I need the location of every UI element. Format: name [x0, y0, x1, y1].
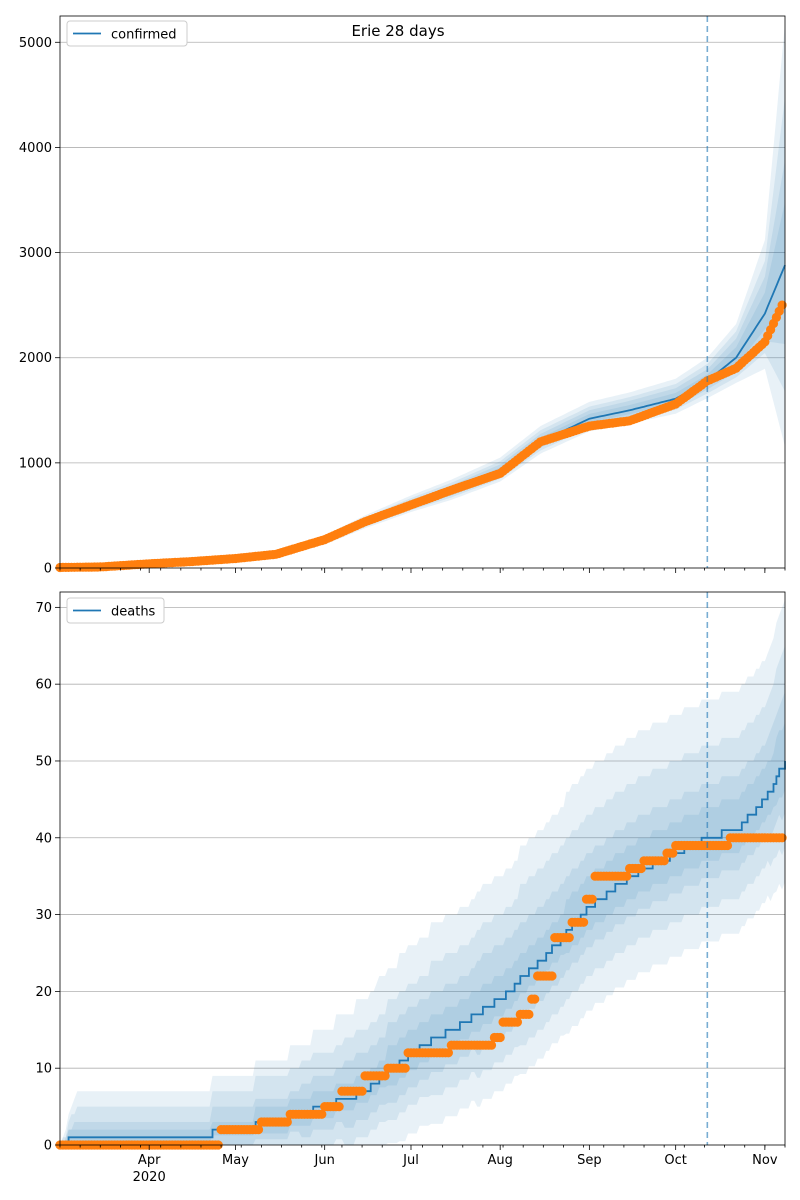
x-tick-label: Oct	[664, 1153, 686, 1168]
deaths-y-tick-label: 10	[35, 1062, 52, 1077]
confirmed-legend: confirmed	[66, 20, 188, 47]
deaths-observed-point	[587, 894, 597, 904]
deaths-observed-point	[777, 833, 787, 843]
confirmed-y-tick-label: 5000	[19, 36, 52, 51]
deaths-y-tick-label: 40	[35, 831, 52, 846]
deaths-observed-point	[547, 971, 557, 981]
deaths-gridlines	[60, 606, 785, 1069]
deaths-y-axis: 0 10 20 30 40 50 60 70	[35, 601, 60, 1154]
x-tick-year-label: 2020	[133, 1170, 166, 1185]
confirmed-gridlines	[60, 41, 785, 464]
deaths-observed-point	[282, 1117, 292, 1127]
deaths-observed-point	[722, 840, 733, 851]
confirmed-y-tick-label: 3000	[19, 246, 52, 261]
deaths-x-axis: Apr 2020 May Jun Jul Aug Sep Oct Nov	[59, 1145, 786, 1185]
deaths-observed-point	[530, 994, 540, 1004]
deaths-y-tick-label: 60	[35, 678, 52, 693]
x-tick-label: Aug	[487, 1153, 512, 1168]
deaths-observed-point	[622, 871, 632, 881]
confirmed-y-tick-label: 1000	[19, 456, 52, 471]
x-tick-label: Jun	[314, 1153, 335, 1168]
deaths-observed-point	[486, 1040, 497, 1050]
deaths-observed-point	[512, 1017, 523, 1027]
confirmed-y-tick-label: 0	[44, 562, 52, 577]
deaths-observed-point	[524, 1009, 534, 1020]
confirmed-observed-points	[55, 300, 787, 573]
deaths-observed-point	[443, 1048, 453, 1058]
deaths-legend-label: deaths	[111, 605, 156, 620]
x-tick-label: Nov	[752, 1153, 778, 1168]
deaths-legend: deaths	[66, 597, 165, 624]
x-tick-label: Apr	[138, 1153, 161, 1168]
confirmed-panel: 0 1000 2000 3000 4000 5000 Erie 28 days confi…	[19, 15, 787, 577]
deaths-panel: 0 10 20 30 40 50 60 70 Apr 2020 May Jun Jul Aug Sep Oc…	[35, 591, 787, 1185]
confirmed-x-axis	[59, 568, 786, 573]
confirmed-y-tick-label: 4000	[19, 141, 52, 156]
deaths-observed-point	[659, 856, 669, 866]
deaths-observed-point	[380, 1071, 390, 1081]
confirmed-y-tick-label: 2000	[19, 351, 52, 366]
deaths-uncertainty-band	[60, 722, 785, 1145]
deaths-observed-point	[636, 863, 646, 874]
confirmed-legend-box	[66, 20, 188, 47]
deaths-y-tick-label: 0	[44, 1139, 52, 1154]
chart-title: Erie 28 days	[351, 22, 444, 40]
deaths-observed-point	[579, 917, 589, 927]
deaths-y-tick-label: 50	[35, 754, 52, 769]
deaths-observed-point	[357, 1086, 367, 1096]
deaths-observed-point	[495, 1032, 505, 1043]
deaths-observed-point	[400, 1063, 410, 1073]
deaths-observed-point	[253, 1125, 264, 1135]
confirmed-y-axis: 0 1000 2000 3000 4000 5000	[19, 36, 60, 577]
deaths-y-tick-label: 20	[35, 985, 52, 1000]
x-tick-label: Sep	[577, 1153, 602, 1168]
x-tick-label: Jul	[402, 1153, 419, 1168]
x-tick-label: May	[222, 1153, 249, 1168]
deaths-observed-point	[334, 1102, 344, 1112]
deaths-y-tick-label: 30	[35, 908, 52, 923]
deaths-observed-point	[317, 1109, 327, 1119]
deaths-legend-box	[66, 597, 165, 624]
confirmed-legend-label: confirmed	[111, 28, 177, 43]
deaths-observed-point	[668, 848, 678, 858]
confirmed-observed-point	[777, 300, 787, 310]
deaths-observed-points	[55, 833, 787, 1150]
deaths-y-tick-label: 70	[35, 601, 52, 616]
deaths-observed-point	[564, 933, 574, 943]
